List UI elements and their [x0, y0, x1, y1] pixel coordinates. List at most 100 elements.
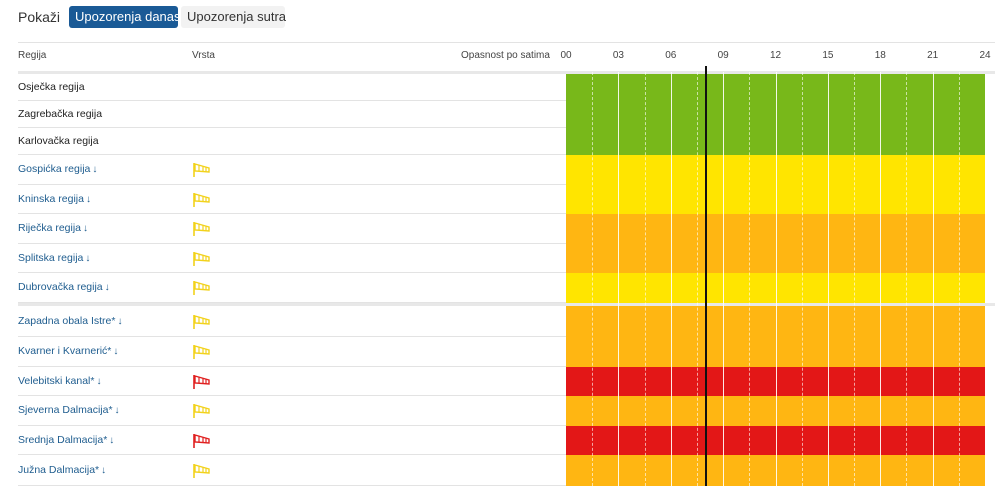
arrow-down-icon: ↓	[96, 375, 102, 387]
wind-warning-icon[interactable]	[192, 221, 212, 237]
current-time-line	[704, 66, 707, 486]
half-hour-gridline	[906, 72, 908, 486]
half-hour-gridline	[696, 72, 698, 486]
region-name: Zagrebačka regija	[18, 108, 102, 120]
show-label: Pokaži	[18, 9, 61, 25]
region-label: Južna Dalmacija*	[18, 463, 100, 476]
region-link[interactable]: Gospićka regija ↓	[18, 163, 97, 175]
arrow-down-icon: ↓	[104, 282, 110, 293]
region-label: Osječka regija	[18, 80, 85, 93]
hour-gridline	[618, 72, 620, 486]
table-row: Splitska regija ↓	[18, 244, 566, 273]
table-row: Osječka regija	[18, 74, 566, 101]
wind-warning-icon[interactable]	[192, 403, 212, 419]
hour-gridline	[932, 72, 934, 486]
wind-warning-icon[interactable]	[192, 433, 212, 449]
hour-tick-label: 09	[717, 50, 729, 61]
hour-gridline	[880, 72, 882, 486]
region-link[interactable]: Zapadna obala Istre* ↓	[18, 315, 122, 327]
region-label: Srednja Dalmacija*	[18, 433, 108, 446]
hour-tick-label: 00	[560, 50, 572, 61]
arrow-down-icon: ↓	[114, 405, 120, 416]
toolbar: Pokaži Upozorenja danas Upozorenja sutra	[0, 0, 1000, 36]
half-hour-gridline	[592, 72, 594, 486]
table-row: Kvarner i Kvarnerić* ↓	[18, 337, 566, 367]
region-label: Gospićka regija	[18, 163, 91, 175]
half-hour-gridline	[801, 72, 803, 486]
arrow-down-icon: ↓	[109, 434, 115, 446]
table-row: Zagrebačka regija	[18, 101, 566, 128]
group-divider	[18, 303, 995, 306]
region-name: Osječka regija	[18, 81, 85, 93]
half-hour-gridline	[958, 72, 960, 486]
region-label: Kninska regija	[18, 192, 84, 205]
region-label: Zagrebačka regija	[18, 107, 103, 120]
table-row: Karlovačka regija	[18, 128, 566, 155]
arrow-down-icon: ↓	[101, 464, 107, 476]
region-link[interactable]: Kninska regija ↓	[18, 193, 91, 205]
table-row: Dubrovačka regija ↓	[18, 273, 566, 303]
header-divider	[18, 71, 995, 74]
half-hour-gridline	[749, 72, 751, 486]
region-label: Dubrovačka regija	[18, 281, 103, 293]
region-link[interactable]: Sjeverna Dalmacija* ↓	[18, 404, 120, 416]
table-row: Sjeverna Dalmacija* ↓	[18, 396, 566, 426]
hour-tick-label: 06	[665, 50, 677, 61]
table-row: Velebitski kanal* ↓	[18, 367, 566, 396]
hour-gridline	[670, 72, 672, 486]
region-link[interactable]: Riječka regija ↓	[18, 222, 88, 234]
region-label: Sjeverna Dalmacija*	[18, 404, 113, 416]
region-link[interactable]: Južna Dalmacija* ↓	[18, 464, 106, 476]
region-link[interactable]: Splitska regija ↓	[18, 252, 90, 264]
region-link[interactable]: Velebitski kanal* ↓	[18, 375, 101, 387]
region-label: Riječka regija	[18, 222, 82, 234]
wind-warning-icon[interactable]	[192, 314, 212, 330]
arrow-down-icon: ↓	[113, 346, 119, 357]
wind-warning-icon[interactable]	[192, 344, 212, 360]
region-label: Karlovačka regija	[18, 134, 99, 147]
hour-gridline	[723, 72, 725, 486]
region-label: Velebitski kanal*	[18, 374, 95, 387]
table-row: Kninska regija ↓	[18, 185, 566, 214]
wind-warning-icon[interactable]	[192, 251, 212, 267]
hour-tick-label: 24	[979, 50, 991, 61]
hour-tick-label: 12	[769, 50, 782, 61]
table-row: Zapadna obala Istre* ↓	[18, 306, 566, 337]
column-header-danger: Opasnost po satima	[461, 50, 550, 61]
column-header-type: Vrsta	[192, 50, 215, 61]
table-header: Regija Vrsta Opasnost po satima	[18, 42, 995, 72]
half-hour-gridline	[644, 72, 646, 486]
arrow-down-icon: ↓	[85, 252, 91, 264]
hour-gridline	[775, 72, 777, 486]
tab-warnings-tomorrow[interactable]: Upozorenja sutra	[181, 6, 286, 28]
wind-warning-icon[interactable]	[192, 192, 212, 208]
table-row: Srednja Dalmacija* ↓	[18, 426, 566, 455]
region-link[interactable]: Srednja Dalmacija* ↓	[18, 434, 114, 446]
tab-warnings-today[interactable]: Upozorenja danas	[69, 6, 181, 28]
hour-tick-label: 21	[927, 50, 939, 61]
table-row: Riječka regija ↓	[18, 214, 566, 244]
hour-tick-label: 15	[822, 50, 834, 61]
hour-tick-label: 18	[874, 50, 886, 61]
arrow-down-icon: ↓	[85, 193, 91, 205]
wind-warning-icon[interactable]	[192, 374, 212, 390]
region-label: Zapadna obala Istre*	[18, 314, 116, 327]
wind-warning-icon[interactable]	[192, 280, 212, 296]
region-link[interactable]: Dubrovačka regija ↓	[18, 281, 110, 293]
arrow-down-icon: ↓	[117, 315, 123, 327]
column-header-region: Regija	[18, 50, 47, 61]
region-label: Splitska regija	[18, 251, 84, 264]
hour-tick-label: 03	[612, 50, 624, 61]
region-label: Kvarner i Kvarnerić*	[18, 345, 112, 357]
table-row: Južna Dalmacija* ↓	[18, 455, 566, 486]
wind-warning-icon[interactable]	[192, 162, 212, 178]
half-hour-gridline	[854, 72, 856, 486]
hour-gridline	[827, 72, 829, 486]
region-link[interactable]: Kvarner i Kvarnerić* ↓	[18, 345, 118, 357]
arrow-down-icon: ↓	[92, 164, 98, 175]
arrow-down-icon: ↓	[83, 223, 89, 234]
wind-warning-icon[interactable]	[192, 463, 212, 479]
region-name: Karlovačka regija	[18, 135, 99, 147]
table-row: Gospićka regija ↓	[18, 155, 566, 185]
danger-timeline	[566, 66, 985, 486]
